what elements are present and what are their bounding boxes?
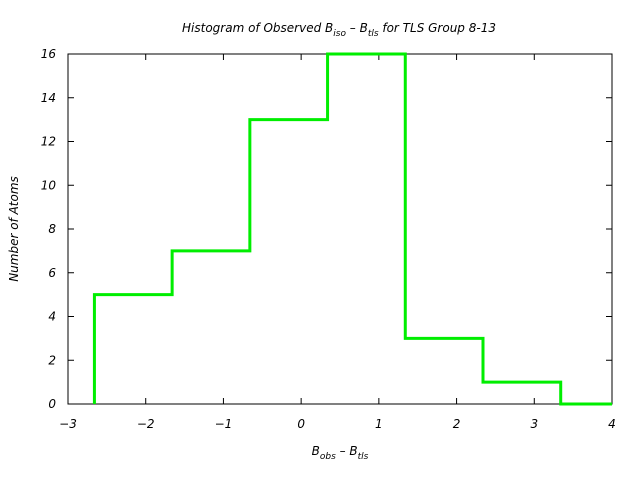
title-part-2: – B [346, 21, 368, 35]
title-part-4: for TLS Group 8-13 [379, 21, 496, 35]
y-axis: 0 2 4 6 8 10 12 14 16 [41, 47, 612, 411]
x-tick-label-5: 2 [453, 417, 461, 431]
y-tick-label-5: 10 [41, 178, 57, 192]
x-tick-label-7: 4 [608, 417, 616, 431]
histogram-series-line [92, 52, 612, 406]
y-tick-label-0: 0 [48, 397, 56, 411]
y-tick-label-8: 16 [41, 47, 57, 61]
title-part-1: iso [333, 29, 346, 39]
y-tick-label-3: 6 [48, 266, 56, 280]
x-tick-label-3: 0 [297, 417, 305, 431]
y-tick-label-2: 4 [48, 310, 56, 324]
y-tick-label-1: 2 [48, 353, 56, 367]
x-axis-label: Bobs – Btls [312, 444, 369, 462]
x-tick-label-4: 1 [375, 417, 383, 431]
x-label-part-2: – B [336, 444, 358, 458]
chart-title: Histogram of Observed Biso – Btls for TL… [182, 21, 496, 39]
y-tick-label-6: 12 [41, 135, 56, 149]
title-part-3: tls [368, 29, 379, 39]
y-axis-label: Number of Atoms [7, 176, 21, 282]
x-label-part-0: B [312, 444, 320, 458]
x-tick-label-1: −2 [137, 417, 155, 431]
y-tick-label-7: 14 [41, 91, 56, 105]
y-tick-label-4: 8 [48, 222, 56, 236]
x-tick-label-0: −3 [59, 417, 77, 431]
x-axis: −3 −2 −1 0 1 2 3 4 [59, 54, 616, 431]
x-label-part-1: obs [320, 452, 336, 462]
x-tick-label-6: 3 [530, 417, 538, 431]
title-part-0: Histogram of Observed B [182, 21, 333, 35]
x-label-part-3: tls [358, 452, 369, 462]
x-tick-label-2: −1 [215, 417, 233, 431]
plot-frame [67, 53, 613, 405]
